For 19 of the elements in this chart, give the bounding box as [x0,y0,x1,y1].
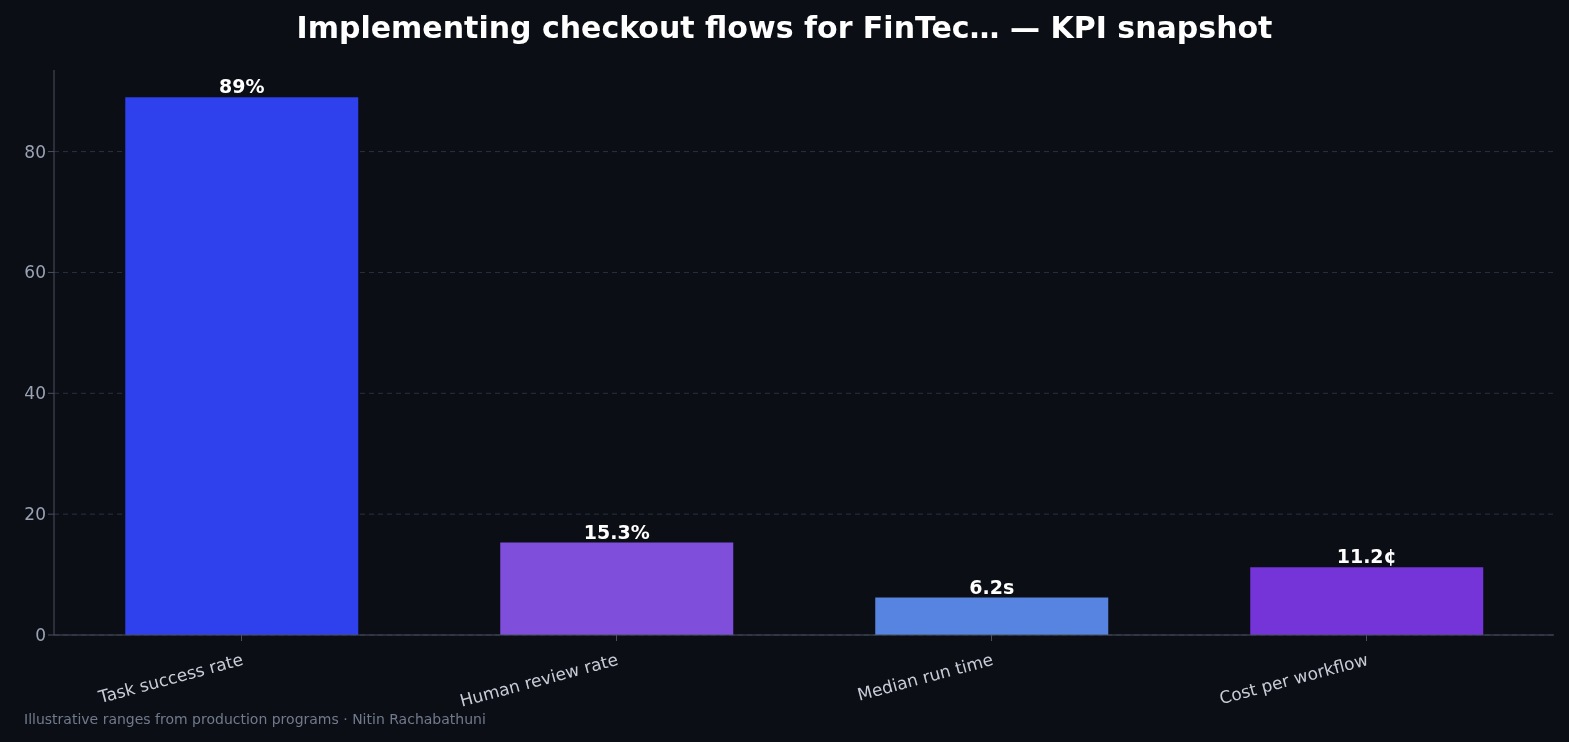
text: Illustrative ranges from production programs · Nitin Rachabathuni [24,711,486,727]
y-tick-label: 60 [24,262,46,283]
y-tick-label: 20 [24,504,46,525]
bar [1250,567,1484,635]
chart-title: Implementing checkout flows for FinTec… — KPI snapshot [295,10,1274,45]
data-label: 6.2s [969,575,1015,598]
data-label: 11.2¢ [1336,545,1397,568]
bar [125,97,359,635]
x-tick-label: Cost per workflow [1217,649,1371,709]
y-tick-label: 0 [35,625,46,646]
data-label: 15.3% [583,520,650,543]
x-tick-label: Median run time [855,649,996,705]
x-tick-label: Task success rate [95,649,246,708]
bar [500,542,734,635]
y-tick-label: 80 [24,141,46,162]
data-label: 89% [219,75,265,98]
bar [875,597,1109,635]
y-tick-label: 40 [24,383,46,404]
x-tick-label: Human review rate [457,649,621,711]
